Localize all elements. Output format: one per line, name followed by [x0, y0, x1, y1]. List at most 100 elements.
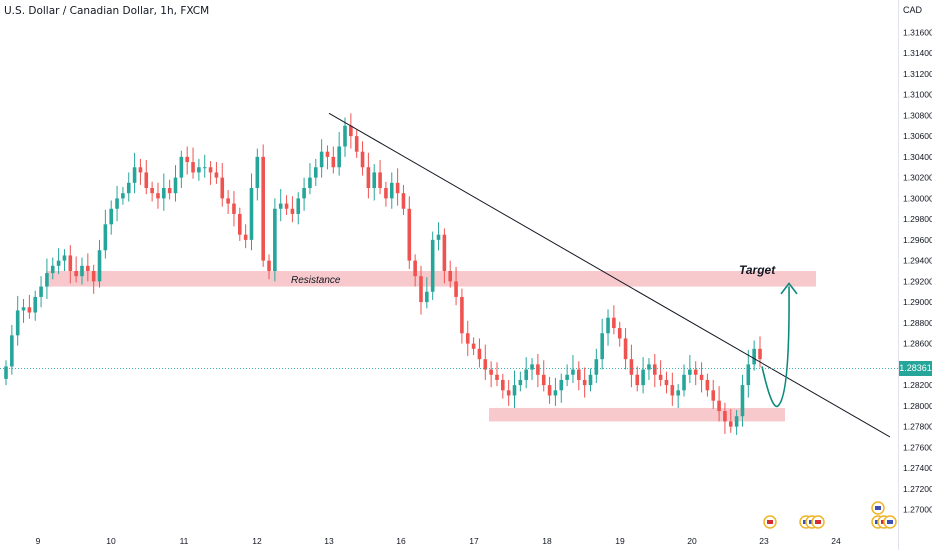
candle-body	[27, 307, 32, 313]
candle-body	[419, 276, 423, 303]
candle-body	[658, 374, 663, 380]
candle-body	[378, 172, 382, 188]
candle-body	[530, 364, 534, 370]
candle-body	[682, 374, 686, 391]
y-tick-label: 1.29200	[903, 276, 932, 286]
candle-body	[594, 359, 599, 375]
candle-body	[150, 188, 154, 194]
x-tick-label: 9	[36, 536, 41, 546]
projection-arrow	[761, 286, 790, 408]
x-tick-label: 23	[759, 536, 769, 546]
x-tick-label: 17	[469, 536, 479, 546]
y-tick-label: 1.30600	[903, 131, 932, 141]
flag-inner-icon	[815, 520, 821, 524]
candle-body	[126, 182, 131, 194]
candle-body	[331, 156, 336, 168]
flag-inner-icon	[875, 506, 881, 510]
candle-body	[337, 146, 341, 168]
candle-body	[436, 234, 441, 240]
candle-body	[641, 369, 645, 386]
candle-body	[395, 182, 400, 194]
candle-body	[354, 136, 359, 152]
candle-body	[489, 369, 493, 375]
candle-body	[506, 390, 511, 396]
candle-body	[518, 379, 523, 386]
y-tick-label: 1.30000	[903, 193, 932, 203]
candle-body	[664, 379, 669, 386]
candle-body	[758, 348, 762, 360]
y-tick-label: 1.27800	[903, 422, 932, 432]
y-tick-label: 1.29600	[903, 235, 932, 245]
candle-body	[313, 167, 318, 178]
candle-body	[296, 198, 301, 214]
candle-body	[15, 310, 20, 336]
candle-body	[536, 364, 540, 375]
candle-body	[652, 364, 657, 375]
candle-body	[629, 359, 634, 375]
x-tick-label: 11	[180, 536, 189, 546]
candle-body	[62, 255, 67, 261]
x-tick-label: 18	[542, 536, 552, 546]
flag-inner-icon	[887, 520, 893, 524]
candle-body	[325, 151, 330, 157]
y-tick-label: 1.27400	[903, 463, 932, 473]
candle-body	[208, 167, 213, 173]
candle-body	[237, 213, 242, 235]
candle-body	[617, 328, 622, 339]
candle-body	[448, 271, 453, 282]
candle-body	[425, 291, 429, 303]
x-tick-label: 10	[106, 536, 116, 546]
candle-body	[121, 193, 125, 199]
resistance-label: Resistance	[291, 275, 341, 286]
candle-body	[571, 369, 575, 375]
candle-body	[442, 234, 447, 271]
x-tick-label: 24	[831, 536, 841, 546]
candle-body	[612, 317, 616, 329]
candle-body	[278, 203, 283, 209]
candle-body	[343, 125, 347, 147]
y-axis-ticks: 1.31600 1.31400 1.31200 1.31000 1.30800 1.306…	[903, 27, 932, 514]
candle-body	[249, 188, 254, 240]
candle-body	[197, 167, 201, 173]
candle-body	[372, 172, 377, 188]
candle-body	[243, 234, 248, 240]
annotations-layer: Resistance Target	[0, 112, 898, 438]
candle-body	[705, 379, 710, 391]
candle-body	[173, 177, 178, 194]
candle-body	[670, 385, 675, 396]
candle-body	[50, 265, 55, 274]
candle-body	[349, 125, 353, 137]
candle-body	[676, 390, 680, 396]
candle-body	[711, 390, 716, 401]
candle-body	[214, 172, 219, 178]
candle-body	[547, 385, 552, 396]
candle-body	[647, 364, 651, 370]
y-tick-label: 1.31200	[903, 69, 932, 79]
candle-body	[115, 198, 119, 209]
candle-body	[4, 366, 8, 379]
candle-body	[179, 156, 184, 178]
candle-body	[384, 188, 388, 199]
y-tick-label: 1.29800	[903, 214, 932, 224]
candle-body	[74, 271, 78, 277]
y-tick-label: 1.28800	[903, 318, 932, 328]
candle-body	[565, 374, 569, 380]
x-tick-label: 12	[252, 536, 262, 546]
candle-body	[728, 421, 733, 427]
y-tick-label: 1.30200	[903, 173, 932, 183]
candle-body	[290, 208, 295, 214]
y-tick-label: 1.29400	[903, 256, 932, 266]
candle-body	[21, 307, 26, 311]
candle-body	[319, 151, 324, 168]
y-tick-label: 1.31600	[903, 27, 932, 37]
candle-body	[477, 348, 482, 360]
candle-body	[699, 374, 704, 380]
candle-body	[185, 156, 189, 163]
candle-body	[635, 374, 640, 386]
candle-body	[202, 167, 207, 169]
candle-body	[308, 177, 312, 188]
candle-body	[68, 255, 73, 271]
candle-body	[284, 203, 289, 209]
candle-body	[261, 156, 265, 261]
